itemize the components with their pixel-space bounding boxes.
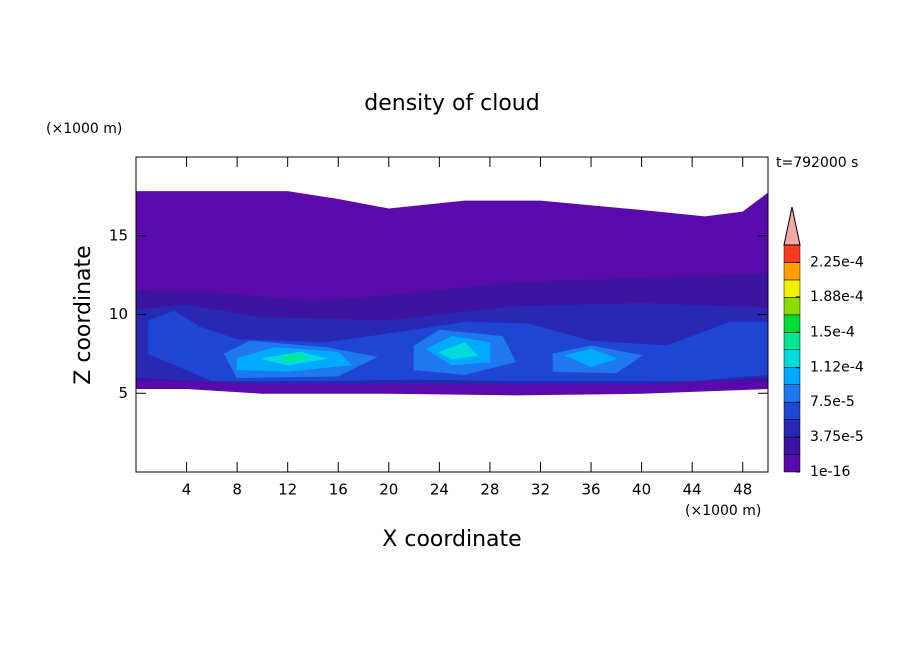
contour-field — [136, 191, 768, 396]
colorbar-band — [783, 332, 801, 351]
x-tick-label: 12 — [278, 481, 297, 499]
y-tick-label: 5 — [118, 384, 128, 402]
x-tick-label: 8 — [232, 481, 242, 499]
y-axis-label: Z coordinate — [71, 245, 96, 384]
x-unit: (×1000 m) — [685, 503, 761, 519]
colorbar-tick-label: 1.12e-4 — [810, 360, 864, 376]
x-tick-label: 28 — [480, 481, 499, 499]
colorbar-band — [783, 419, 801, 438]
colorbar-tick-label: 1.5e-4 — [810, 324, 855, 340]
x-tick-label: 36 — [581, 481, 600, 499]
contour-region — [280, 353, 308, 363]
x-tick-label: 20 — [379, 481, 398, 499]
contour-region — [564, 348, 618, 368]
chart-title: density of cloud — [364, 91, 539, 116]
x-tick-label: 16 — [329, 481, 348, 499]
colorbar-tick-label: 3.75e-5 — [810, 429, 864, 445]
colorbar-tick-label: 2.25e-4 — [810, 254, 864, 270]
x-axis-label: X coordinate — [382, 527, 521, 552]
y-tick-label: 15 — [109, 226, 128, 244]
colorbar-band — [783, 436, 801, 455]
colorbar-tick-label: 1e-16 — [810, 464, 850, 480]
colorbar-band — [783, 384, 801, 403]
colorbar-tick-label: 7.5e-5 — [810, 394, 855, 410]
x-tick-label: 32 — [531, 481, 550, 499]
colorbar-tick-label: 1.88e-4 — [810, 289, 864, 305]
colorbar-band — [783, 244, 801, 263]
time-annotation: t=792000 s — [776, 155, 858, 171]
y-unit: (×1000 m) — [46, 121, 122, 137]
colorbar-band — [783, 366, 801, 385]
contour-region — [438, 342, 479, 360]
x-tick-label: 48 — [733, 481, 752, 499]
colorbar-band — [783, 262, 801, 281]
x-tick-label: 4 — [182, 481, 192, 499]
colorbar-band — [783, 454, 801, 473]
colorbar-band — [783, 349, 801, 368]
colorbar-band — [783, 401, 801, 420]
x-tick-label: 40 — [632, 481, 651, 499]
x-tick-label: 44 — [683, 481, 702, 499]
colorbar-band — [783, 314, 801, 333]
colorbar-band — [783, 297, 801, 316]
x-tick-label: 24 — [430, 481, 449, 499]
colorbar-extend — [783, 206, 801, 246]
colorbar-band — [783, 279, 801, 298]
y-tick-label: 10 — [109, 305, 128, 323]
